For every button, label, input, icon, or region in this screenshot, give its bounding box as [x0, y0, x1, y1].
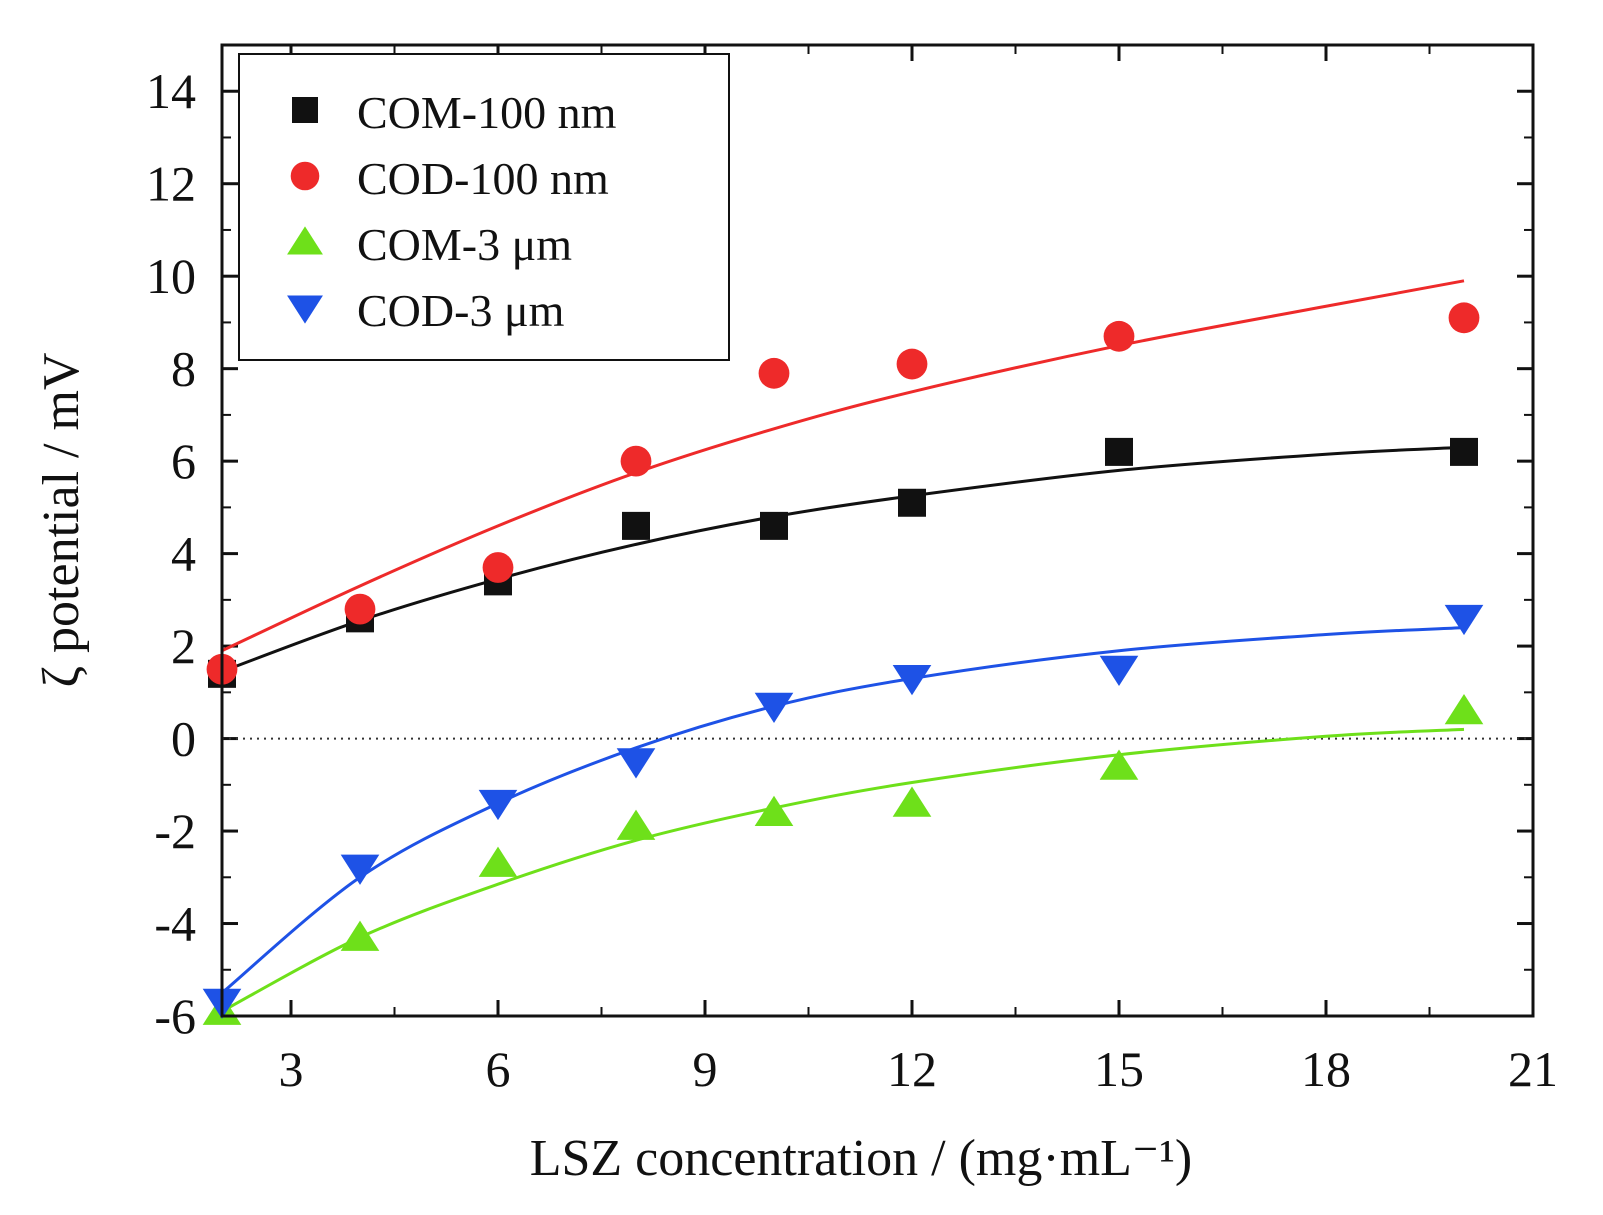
legend-label-cod-100-nm: COD-100 nm [357, 153, 609, 204]
legend-marker-cod-3-m [287, 295, 323, 324]
data-point-cod-100-nm [620, 445, 652, 477]
x-tick-label: 21 [1508, 1041, 1558, 1097]
legend-marker-com-3-m [287, 226, 323, 255]
legend-label-cod-3-m: COD-3 μm [357, 285, 565, 336]
data-point-com-3-m [892, 786, 932, 817]
y-tick-label: -4 [154, 896, 196, 952]
fit-curve-cod-100-nm [221, 279, 1465, 653]
data-point-com-3-m [340, 920, 380, 951]
data-point-cod-3-m [1099, 655, 1139, 687]
y-tick-label: -6 [154, 988, 196, 1044]
data-markers [202, 302, 1484, 1025]
legend-label-com-3-m: COM-3 μm [357, 219, 572, 270]
data-point-cod-100-nm [896, 348, 928, 380]
data-point-com-3-m [478, 846, 518, 877]
y-axis-label: ζ potential / mV [33, 353, 90, 688]
x-tick-label: 12 [887, 1041, 937, 1097]
data-point-cod-3-m [1444, 604, 1484, 636]
data-point-cod-100-nm [1448, 302, 1480, 334]
data-point-com-100-nm [760, 511, 788, 540]
data-point-com-100-nm [898, 488, 926, 517]
legend-box [238, 53, 730, 361]
data-point-cod-100-nm [1103, 320, 1135, 352]
data-point-com-3-m [616, 809, 656, 840]
data-point-cod-100-nm [344, 593, 376, 625]
data-point-cod-100-nm [758, 357, 790, 389]
tick-labels: 3 6 9 12 15 18 21 -6 -4 -2 0 2 4 6 8 10 12 14 [146, 63, 1558, 1097]
y-tick-label: 8 [171, 341, 196, 397]
y-tick-label: 14 [146, 63, 196, 119]
x-tick-label: 6 [486, 1041, 511, 1097]
x-tick-label: 15 [1094, 1041, 1144, 1097]
data-point-cod-3-m [616, 748, 656, 779]
y-tick-label: 12 [146, 156, 196, 212]
legend: COM-100 nm COD-100 nm COM-3 μm COD-3 μm [238, 53, 730, 361]
y-tick-label: 4 [171, 526, 196, 582]
data-point-com-100-nm [622, 511, 650, 540]
y-tick-label: 2 [171, 618, 196, 674]
x-tick-label: 18 [1301, 1041, 1351, 1097]
x-tick-label: 9 [693, 1041, 718, 1097]
y-tick-label: -2 [154, 803, 196, 859]
data-point-cod-100-nm [482, 552, 514, 583]
x-tick-label: 3 [279, 1041, 304, 1097]
y-tick-label: 10 [146, 248, 196, 304]
legend-label-com-100-nm: COM-100 nm [357, 87, 617, 138]
y-tick-label: 0 [171, 711, 196, 767]
legend-marker-cod-100-nm [290, 161, 320, 191]
data-point-com-100-nm [1450, 437, 1478, 466]
data-point-cod-3-m [478, 789, 518, 821]
y-tick-label: 6 [171, 433, 196, 489]
data-point-com-100-nm [1105, 437, 1133, 466]
data-point-com-3-m [1444, 694, 1484, 725]
data-point-com-3-m [1099, 749, 1139, 780]
data-point-com-3-m [754, 795, 794, 826]
data-point-cod-3-m [892, 665, 932, 696]
plot-frame [220, 43, 1535, 1018]
x-axis-label: LSZ concentration / (mg·mL⁻¹) [530, 1130, 1193, 1187]
legend-marker-com-100-nm [292, 97, 318, 123]
data-point-cod-3-m [340, 854, 380, 885]
data-point-cod-3-m [754, 692, 794, 724]
